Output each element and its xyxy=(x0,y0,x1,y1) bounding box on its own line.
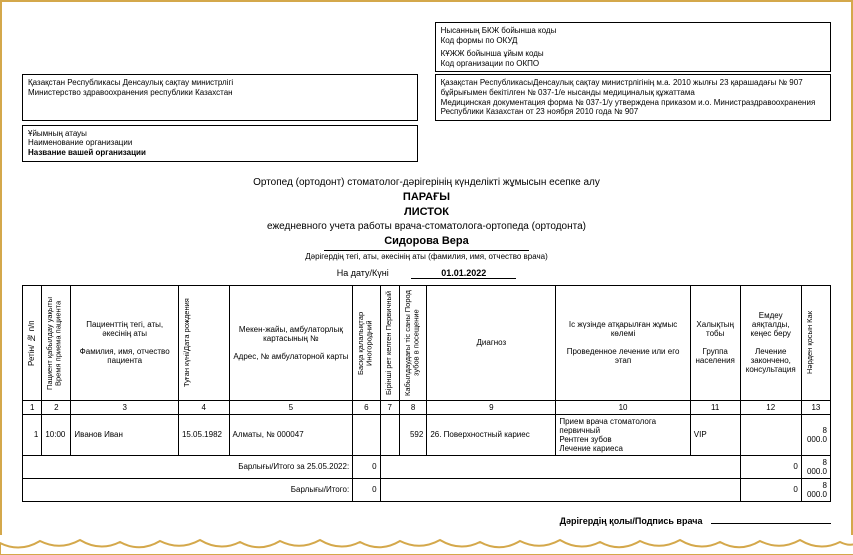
col-10: Іс жүзінде атқарылған жұмыс көлемі Прове… xyxy=(556,285,690,400)
total-label-2: Барлығы/Итого: xyxy=(23,478,353,501)
total-row-1: Барлығы/Итого за 25.05.2022: 0 0 8 000.0 xyxy=(23,455,831,478)
num: 8 xyxy=(399,400,426,414)
num: 5 xyxy=(229,400,353,414)
col-10-ru: Проведенное лечение или его этап xyxy=(559,347,686,365)
col-2: Пациент қабылдау уақыты Время приема пац… xyxy=(45,288,64,398)
total-v2b: 0 xyxy=(740,478,801,501)
num: 2 xyxy=(42,400,71,414)
signature-line xyxy=(711,523,831,524)
num: 13 xyxy=(801,400,830,414)
title-kk: Ортопед (ортодонт) стоматолог-дәрігеріні… xyxy=(22,176,831,190)
title-big-kk: ПАРАҒЫ xyxy=(22,190,831,205)
date-value: 01.01.2022 xyxy=(411,268,516,279)
form-approval-ru: Медицинская документация форма № 037-1/у… xyxy=(441,98,825,117)
table-row: 1 10:00 Иванов Иван 15.05.1982 Алматы, №… xyxy=(23,414,831,455)
cell-c6 xyxy=(353,414,380,455)
cell-diag: 26. Поверхностный кариес xyxy=(427,414,556,455)
col-5: Мекен-жайы, амбулаторлық картасының № Ад… xyxy=(229,285,353,400)
cell-sum: 8 000.0 xyxy=(801,414,830,455)
col-6: Басқа қалалықтар Иногородний xyxy=(356,288,375,398)
code-line: Нысанның БКЖ бойынша коды xyxy=(441,26,825,36)
col-5-kk: Мекен-жайы, амбулаторлық картасының № xyxy=(233,325,350,343)
num: 9 xyxy=(427,400,556,414)
torn-edge-icon xyxy=(0,535,853,555)
doctor-sublabel: Дәрігердің тегі, аты, әкесінің аты (фами… xyxy=(22,251,831,262)
cell-teeth: 592 xyxy=(399,414,426,455)
cell-patient: Иванов Иван xyxy=(71,414,179,455)
total-v2c: 8 000.0 xyxy=(801,478,830,501)
total-v2a: 0 xyxy=(353,478,380,501)
col-4: Туған күні/Дата рождения xyxy=(182,288,192,398)
num: 3 xyxy=(71,400,179,414)
header-row-2: Ұйымның атауы Наименование организации Н… xyxy=(22,125,831,162)
column-numbers-row: 1 2 3 4 5 6 7 8 9 10 11 12 13 xyxy=(23,400,831,414)
col-12-ru: Лечение закончено, консультация xyxy=(744,347,798,374)
num: 11 xyxy=(690,400,740,414)
ministry-box: Қазақстан Республикасы Денсаулық сақтау … xyxy=(22,74,418,120)
total-label-1: Барлығы/Итого за 25.05.2022: xyxy=(23,455,353,478)
col-3: Пациенттің тегі, аты, әкесінің аты Фамил… xyxy=(71,285,179,400)
cell-c7 xyxy=(380,414,399,455)
doctor-name: Сидорова Вера xyxy=(324,234,529,250)
header-row: Ретін/ № п/п Пациент қабылдау уақыты Вре… xyxy=(23,285,831,400)
title-big-ru: ЛИСТОК xyxy=(22,205,831,220)
cell-time: 10:00 xyxy=(42,414,71,455)
num: 1 xyxy=(23,400,42,414)
col-12: Емдеу аяқталды, кеңес беру Лечение закон… xyxy=(740,285,801,400)
col-7: Бірінші рет келген Первичный xyxy=(384,288,394,398)
cell-n: 1 xyxy=(23,414,42,455)
col-1: Ретін/ № п/п xyxy=(26,288,37,398)
col-5-ru: Адрес, № амбулаторной карты xyxy=(233,352,350,361)
col-12-kk: Емдеу аяқталды, кеңес беру xyxy=(744,311,798,338)
document-page: Нысанның БКЖ бойынша коды Код формы по О… xyxy=(0,0,853,555)
cell-addr: Алматы, № 000047 xyxy=(229,414,353,455)
col-3-kk: Пациенттің тегі, аты, әкесінің аты xyxy=(74,320,175,338)
signature-block: Дәрігердің қолы/Подпись врача xyxy=(22,516,831,526)
code-line: КҰЖЖ бойынша ұйым коды xyxy=(441,49,825,59)
total-row-2: Барлығы/Итого: 0 0 8 000.0 xyxy=(23,478,831,501)
num: 6 xyxy=(353,400,380,414)
title-block: Ортопед (ортодонт) стоматолог-дәрігеріні… xyxy=(22,176,831,262)
num: 4 xyxy=(178,400,229,414)
signature-label: Дәрігердің қолы/Подпись врача xyxy=(560,516,703,526)
total-v1a: 0 xyxy=(353,455,380,478)
col-13: Нәрден қосын Как xyxy=(805,288,815,398)
col-11: Халықтың тобы Группа населения xyxy=(690,285,740,400)
col-3-ru: Фамилия, имя, отчество пациента xyxy=(74,347,175,365)
form-approval-box: Қазақстан РеспубликасыДенсаулық сақтау м… xyxy=(435,74,831,120)
cell-c12 xyxy=(740,414,801,455)
main-table: Ретін/ № п/п Пациент қабылдау уақыты Вре… xyxy=(22,285,831,502)
cell-dob: 15.05.1982 xyxy=(178,414,229,455)
num: 12 xyxy=(740,400,801,414)
ministry-kk: Қазақстан Республикасы Денсаулық сақтау … xyxy=(28,78,412,88)
col-9: Диагноз xyxy=(427,285,556,400)
form-approval-kk: Қазақстан РеспубликасыДенсаулық сақтау м… xyxy=(441,78,825,97)
total-v1b: 0 xyxy=(740,455,801,478)
org-label-ru: Наименование организации xyxy=(28,138,412,148)
org-name: Название вашей организации xyxy=(28,148,412,158)
code-line: Код организации по ОКПО xyxy=(441,59,825,69)
header-row-1: Қазақстан Республикасы Денсаулық сақтау … xyxy=(22,74,831,120)
cell-treat: Прием врача стоматолога первичный Рентге… xyxy=(556,414,690,455)
num: 7 xyxy=(380,400,399,414)
header-codes-box: Нысанның БКЖ бойынша коды Код формы по О… xyxy=(435,22,831,72)
org-box: Ұйымның атауы Наименование организации Н… xyxy=(22,125,418,162)
num: 10 xyxy=(556,400,690,414)
code-line: Код формы по ОКУД xyxy=(441,36,825,46)
col-10-kk: Іс жүзінде атқарылған жұмыс көлемі xyxy=(559,320,686,338)
col-8: Кабылдаудағы тіс саны Пород зубов в посе… xyxy=(403,288,422,398)
ministry-ru: Министерство здравоохранения республики … xyxy=(28,88,412,98)
total-v1c: 8 000.0 xyxy=(801,455,830,478)
cell-group: VIP xyxy=(690,414,740,455)
date-label: На дату/Күні xyxy=(337,268,389,278)
title-ru: ежедневного учета работы врача-стоматоло… xyxy=(22,220,831,234)
org-label-kk: Ұйымның атауы xyxy=(28,129,412,139)
col-11-ru: Группа населения xyxy=(694,347,737,365)
col-11-kk: Халықтың тобы xyxy=(694,320,737,338)
date-row: На дату/Күні 01.01.2022 xyxy=(22,268,831,279)
